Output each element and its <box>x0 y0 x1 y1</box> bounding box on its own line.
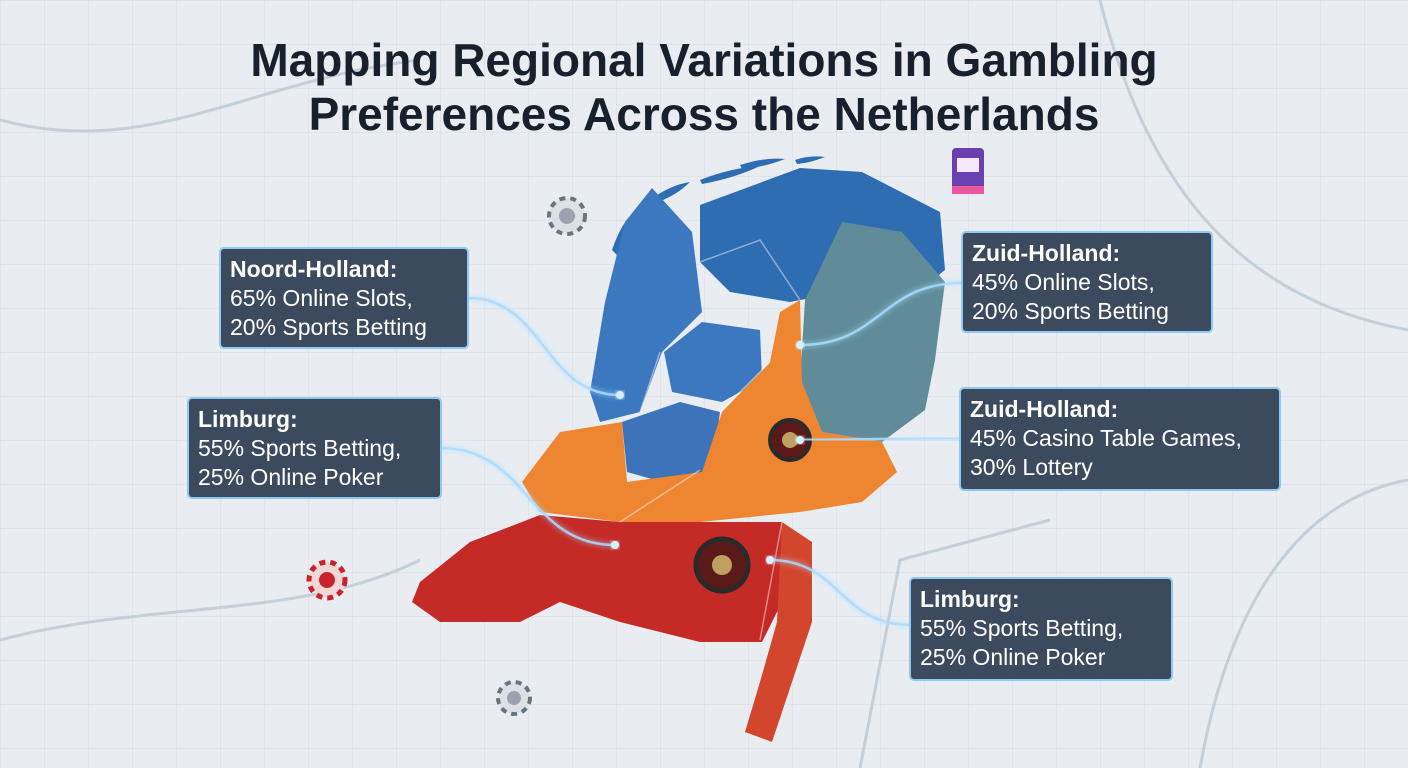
region-south <box>412 515 782 642</box>
callout-box <box>961 231 1213 333</box>
callout-region: Limburg: <box>198 406 298 432</box>
callout-line: 65% Online Slots, <box>230 285 413 311</box>
callout: Limburg: 55% Sports Betting, 25% Online Po… <box>187 397 619 549</box>
region-noord-holland <box>590 188 702 422</box>
callout-box <box>219 247 469 349</box>
region-limburg <box>745 522 812 742</box>
callout-line: 20% Sports Betting <box>230 314 427 340</box>
region-east <box>800 222 945 442</box>
callout-box <box>187 397 442 499</box>
callout-region: Noord-Holland: <box>230 256 397 282</box>
callout-line: 25% Online Poker <box>198 464 384 490</box>
poker-chip <box>496 680 532 716</box>
callout: Limburg: 55% Sports Betting, 25% Online Po… <box>766 556 1173 681</box>
callout-region: Zuid-Holland: <box>970 396 1118 422</box>
connector-line <box>440 446 616 547</box>
poker-chip <box>547 196 587 236</box>
connector-line <box>799 281 963 347</box>
title-line: Preferences Across the Netherlands <box>309 88 1100 140</box>
connector-dot <box>766 556 774 564</box>
region-borders <box>619 239 801 641</box>
connector-line <box>799 436 961 442</box>
netherlands-map <box>412 156 945 742</box>
region-utrecht <box>622 402 720 482</box>
callout: Zuid-Holland: 45% Online Slots, 20% Sports… <box>796 231 1213 349</box>
callout-region: Zuid-Holland: <box>972 240 1120 266</box>
region-flevoland <box>664 322 762 402</box>
callout-region: Limburg: <box>920 586 1020 612</box>
callout-line: 45% Casino Table Games, <box>970 425 1242 451</box>
connector-dot <box>796 436 804 444</box>
poker-chip <box>306 559 348 601</box>
callout: Noord-Holland: 65% Online Slots, 20% Sport… <box>219 247 624 399</box>
title-line: Mapping Regional Variations in Gambling <box>250 34 1157 86</box>
region-middle <box>522 300 897 522</box>
connector-dot <box>616 391 624 399</box>
callout-line: 55% Sports Betting, <box>920 615 1123 641</box>
connector-line <box>467 296 621 397</box>
icons <box>306 148 984 716</box>
callout-line: 20% Sports Betting <box>972 298 1169 324</box>
connector-dot <box>796 341 804 349</box>
connector-dot <box>611 541 619 549</box>
callout-box <box>909 577 1173 681</box>
callout: Zuid-Holland: 45% Casino Table Games, 30% … <box>796 387 1281 491</box>
callout-line: 55% Sports Betting, <box>198 435 401 461</box>
callout-line: 45% Online Slots, <box>972 269 1155 295</box>
callout-line: 25% Online Poker <box>920 644 1106 670</box>
callout-line: 30% Lottery <box>970 454 1093 480</box>
roulette-wheel <box>693 536 751 594</box>
callout-box <box>959 387 1281 491</box>
connector-line <box>769 558 911 627</box>
slot-machine <box>952 148 984 194</box>
callouts: Noord-Holland: 65% Online Slots, 20% Sport… <box>187 231 1281 681</box>
